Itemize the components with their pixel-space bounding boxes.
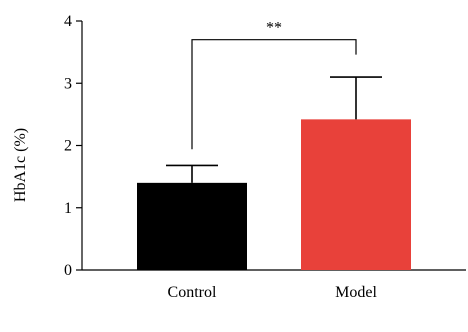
significance-label: ** <box>266 20 282 37</box>
y-tick-label: 1 <box>64 200 72 217</box>
x-tick-label: Model <box>335 284 377 301</box>
error-bars <box>166 76 382 183</box>
y-tick-label: 0 <box>64 262 72 279</box>
significance-line <box>191 39 357 150</box>
significance-bracket: ** <box>191 20 357 150</box>
bars <box>137 119 411 270</box>
y-axis-label: HbA1c (%) <box>12 128 29 202</box>
y-tick-label: 3 <box>64 75 72 92</box>
y-tick-label: 4 <box>64 13 72 30</box>
bar-control <box>137 182 247 270</box>
x-tick-label: Control <box>168 284 217 301</box>
y-tick-label: 2 <box>64 138 72 155</box>
bar-model <box>301 119 411 270</box>
